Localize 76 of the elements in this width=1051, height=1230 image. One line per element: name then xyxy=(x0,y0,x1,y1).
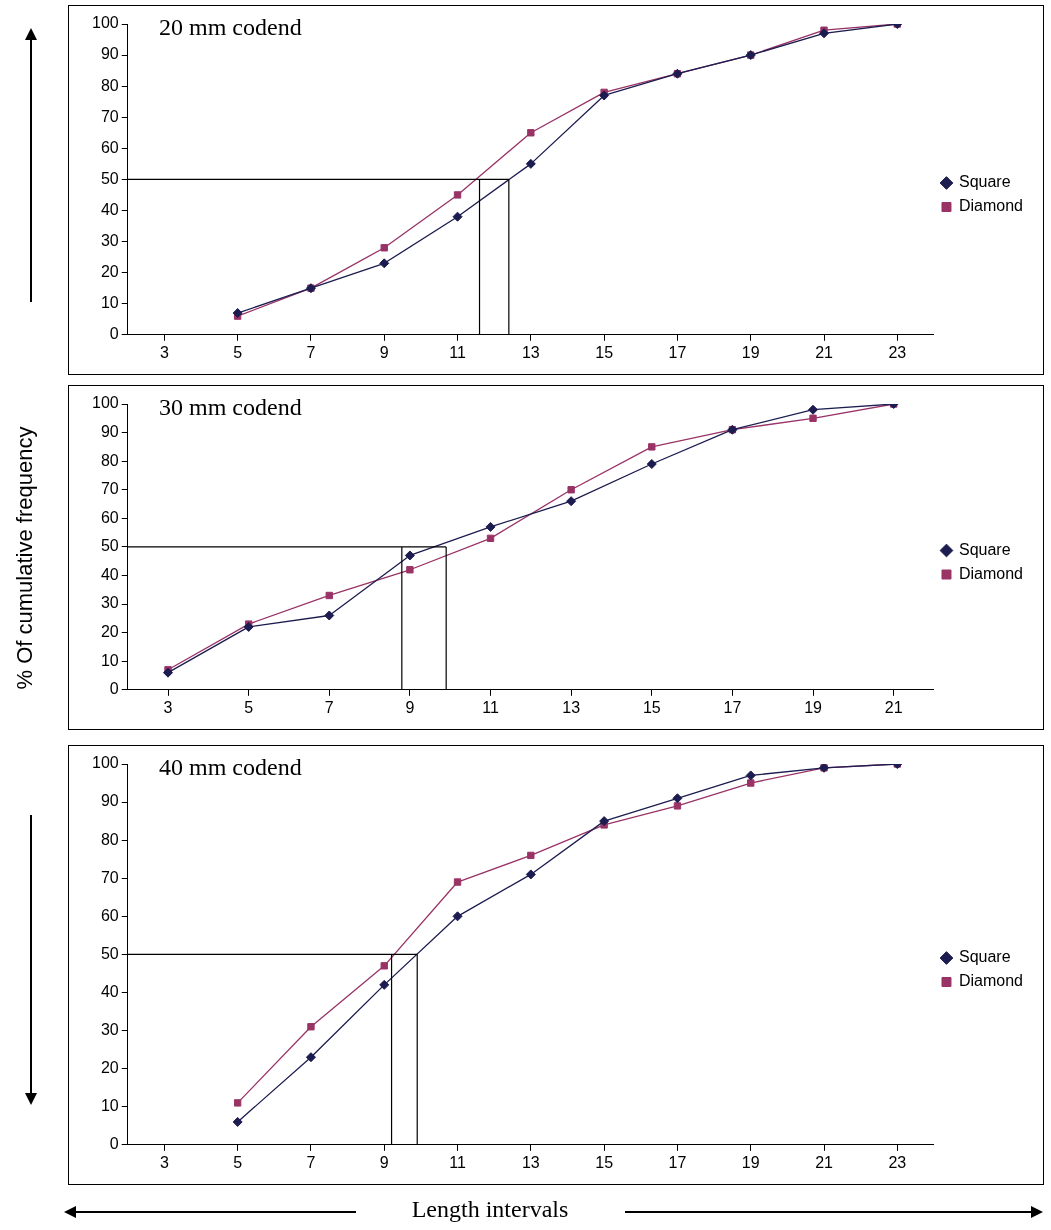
x-tick-label: 15 xyxy=(642,698,661,716)
y-tick-label: 10 xyxy=(100,1097,119,1115)
x-tick-label: 23 xyxy=(888,343,907,361)
x-tick-label: 13 xyxy=(521,1153,540,1171)
x-tick-label: 19 xyxy=(804,698,823,716)
y-tick-label: 40 xyxy=(100,565,119,583)
y-tick-label: 90 xyxy=(100,422,119,440)
legend-label: Square xyxy=(958,173,1011,191)
x-tick-label: 9 xyxy=(379,343,389,361)
x-axis-title: Length intervals xyxy=(410,1196,570,1223)
y-tick-label: 10 xyxy=(100,651,119,669)
chart-title: 30 mm codend xyxy=(159,394,302,421)
x-tick-label: 17 xyxy=(668,1153,687,1171)
legend-label: Diamond xyxy=(958,564,1023,582)
y-tick-label: 20 xyxy=(100,623,119,641)
y-tick-label: 30 xyxy=(100,594,119,612)
x-tick-label: 7 xyxy=(306,343,316,361)
y-tick-label: 30 xyxy=(100,1020,119,1038)
y-tick-label: 90 xyxy=(100,45,119,63)
x-tick-label: 15 xyxy=(595,343,614,361)
y-tick-label: 60 xyxy=(100,138,119,156)
y-tick-label: 70 xyxy=(100,868,119,886)
x-tick-label: 17 xyxy=(723,698,742,716)
y-tick-label: 70 xyxy=(100,480,119,498)
y-tick-label: 40 xyxy=(100,982,119,1000)
x-tick-label: 3 xyxy=(159,343,169,361)
y-tick-label: 0 xyxy=(109,325,119,343)
y-tick-label: 30 xyxy=(100,231,119,249)
x-tick-label: 11 xyxy=(449,343,466,361)
x-tick-label: 21 xyxy=(815,1153,834,1171)
chart-title: 40 mm codend xyxy=(159,754,302,781)
y-tick-label: 60 xyxy=(100,906,119,924)
y-tick-label: 100 xyxy=(91,754,119,772)
y-tick-label: 20 xyxy=(100,1059,119,1077)
x-tick-label: 3 xyxy=(163,698,173,716)
x-tick-label: 5 xyxy=(233,1153,243,1171)
y-tick-label: 50 xyxy=(100,537,119,555)
y-tick-label: 0 xyxy=(109,1135,119,1153)
legend-label: Square xyxy=(958,948,1011,966)
y-tick-label: 50 xyxy=(100,944,119,962)
x-tick-label: 21 xyxy=(815,343,834,361)
x-tick-label: 7 xyxy=(324,698,334,716)
legend-label: Diamond xyxy=(958,197,1023,215)
y-tick-label: 50 xyxy=(100,169,119,187)
x-tick-label: 13 xyxy=(521,343,540,361)
y-tick-label: 40 xyxy=(100,200,119,218)
x-tick-label: 17 xyxy=(668,343,687,361)
y-tick-label: 100 xyxy=(91,14,119,32)
x-tick-label: 19 xyxy=(741,343,760,361)
y-tick-label: 80 xyxy=(100,451,119,469)
x-tick-label: 5 xyxy=(233,343,243,361)
y-tick-label: 80 xyxy=(100,76,119,94)
y-tick-label: 80 xyxy=(100,830,119,848)
y-axis-title: % Of cumulative frequency xyxy=(12,425,38,692)
x-tick-label: 9 xyxy=(405,698,415,716)
x-tick-label: 9 xyxy=(379,1153,389,1171)
x-tick-label: 23 xyxy=(888,1153,907,1171)
x-tick-label: 7 xyxy=(306,1153,316,1171)
x-tick-label: 5 xyxy=(244,698,254,716)
y-tick-label: 70 xyxy=(100,107,119,125)
x-tick-label: 21 xyxy=(884,698,903,716)
chart-title: 20 mm codend xyxy=(159,14,302,41)
y-tick-label: 20 xyxy=(100,263,119,281)
legend-label: Square xyxy=(958,540,1011,558)
y-tick-label: 0 xyxy=(109,680,119,698)
x-tick-label: 11 xyxy=(482,698,499,716)
y-tick-label: 100 xyxy=(91,394,119,412)
y-tick-label: 90 xyxy=(100,792,119,810)
y-tick-label: 60 xyxy=(100,508,119,526)
x-tick-label: 13 xyxy=(562,698,581,716)
x-tick-label: 19 xyxy=(741,1153,760,1171)
y-tick-label: 10 xyxy=(100,294,119,312)
legend-label: Diamond xyxy=(958,972,1023,990)
x-tick-label: 11 xyxy=(449,1153,466,1171)
x-tick-label: 3 xyxy=(159,1153,169,1171)
x-tick-label: 15 xyxy=(595,1153,614,1171)
